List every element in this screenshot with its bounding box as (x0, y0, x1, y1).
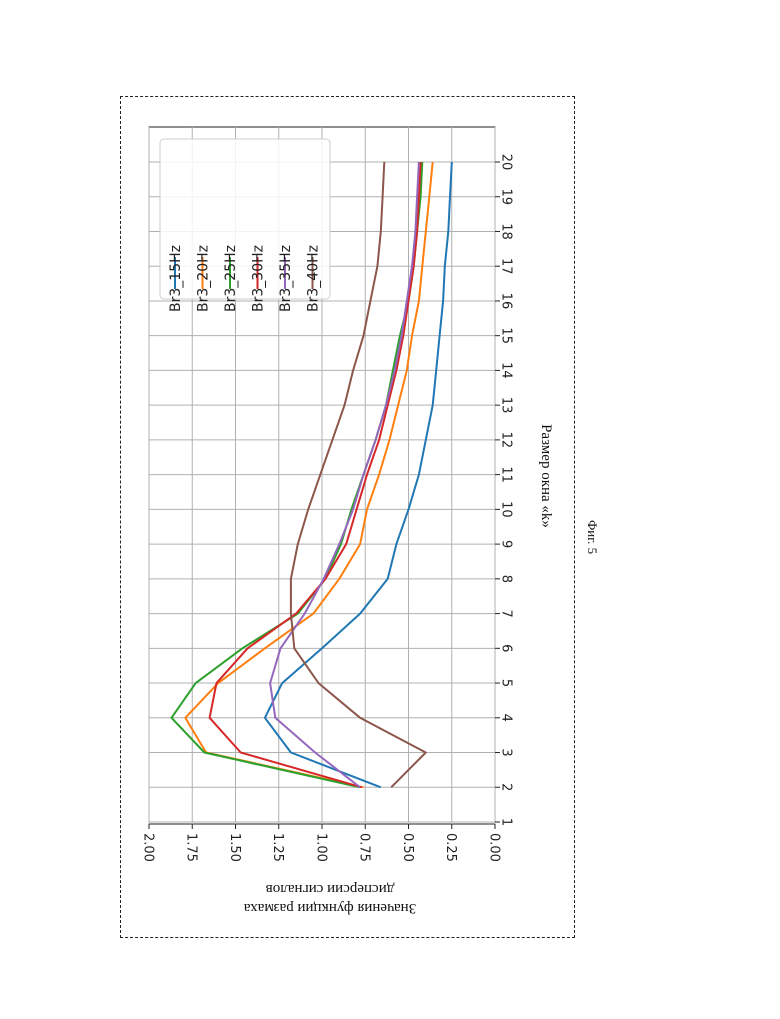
legend: Br3_15Hz Br3_20Hz Br3_25Hz Br3_30Hz Br3_35Hz… (160, 139, 330, 312)
legend-label: Br3_25Hz (223, 245, 239, 312)
x-tick-label: 11 (498, 466, 513, 483)
x-tick-label: 4 (498, 714, 513, 722)
figure-caption: Фиг. 5 (580, 520, 600, 580)
x-tick-label: 5 (498, 679, 513, 687)
x-tick-label: 18 (498, 223, 513, 240)
y-axis-label-line2: дисперсии сигналов (266, 881, 395, 897)
x-tick-label: 9 (498, 540, 513, 548)
y-tick-label: 2.00 (140, 833, 155, 862)
y-tick-label: 0.00 (486, 833, 501, 862)
x-tick-label: 7 (498, 609, 513, 617)
x-tick-label: 17 (498, 258, 513, 275)
x-tick-label: 2 (498, 783, 513, 791)
x-tick-label: 13 (498, 397, 513, 414)
y-axis-label-line1: Значения функции размаха (243, 900, 416, 916)
x-tick-label: 1 (498, 818, 513, 826)
x-tick-label: 12 (498, 432, 513, 449)
x-tick-label: 15 (498, 327, 513, 344)
x-tick-label: 10 (498, 501, 513, 518)
x-tick-label: 8 (498, 575, 513, 583)
x-tick-label: 16 (498, 293, 513, 310)
legend-label: Br3_20Hz (195, 245, 211, 312)
x-tick-label: 14 (498, 362, 513, 379)
x-axis-label: Размер окна «k» (538, 424, 554, 528)
y-tick-label: 0.75 (357, 833, 372, 862)
y-tick-label: 1.00 (313, 833, 328, 862)
legend-label: Br3_30Hz (250, 245, 266, 312)
y-tick-label: 0.25 (443, 833, 458, 862)
legend-label: Br3_35Hz (278, 245, 294, 312)
x-tick-label: 19 (498, 188, 513, 205)
x-tick-label: 20 (498, 154, 513, 171)
y-tick-label: 1.25 (270, 833, 285, 862)
y-tick-label: 1.50 (227, 833, 242, 862)
y-tick-label: 0.50 (400, 833, 415, 862)
x-tick-label: 6 (498, 644, 513, 652)
y-axis-ticks: 0.00 0.25 0.50 0.75 1.00 1.25 1.50 1.75 2.00 (140, 824, 501, 862)
x-tick-label: 3 (498, 748, 513, 756)
y-tick-label: 1.75 (184, 833, 199, 862)
legend-label: Br3_15Hz (168, 245, 184, 312)
x-axis-ticks: 1234567891011121314151617181920 (495, 154, 513, 826)
legend-label: Br3_40Hz (305, 245, 321, 312)
